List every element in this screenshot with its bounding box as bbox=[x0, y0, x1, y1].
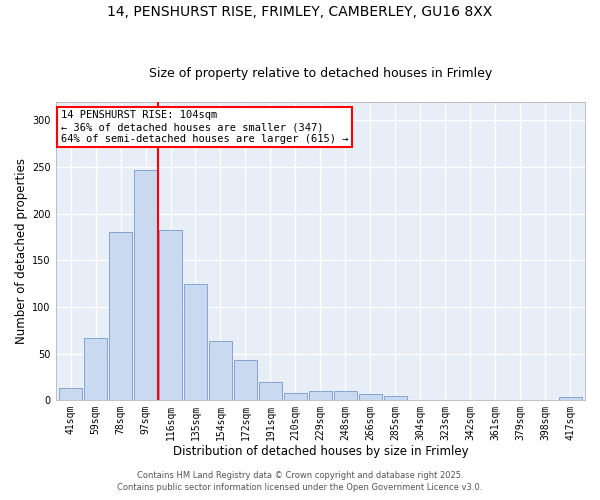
Text: 14, PENSHURST RISE, FRIMLEY, CAMBERLEY, GU16 8XX: 14, PENSHURST RISE, FRIMLEY, CAMBERLEY, … bbox=[107, 5, 493, 19]
Bar bbox=[109, 232, 132, 400]
Bar bbox=[559, 398, 581, 400]
X-axis label: Distribution of detached houses by size in Frimley: Distribution of detached houses by size … bbox=[173, 444, 468, 458]
Bar bbox=[184, 284, 207, 400]
Bar bbox=[134, 170, 157, 400]
Text: 14 PENSHURST RISE: 104sqm
← 36% of detached houses are smaller (347)
64% of semi: 14 PENSHURST RISE: 104sqm ← 36% of detac… bbox=[61, 110, 349, 144]
Bar bbox=[59, 388, 82, 400]
Y-axis label: Number of detached properties: Number of detached properties bbox=[15, 158, 28, 344]
Bar bbox=[359, 394, 382, 400]
Bar bbox=[84, 338, 107, 400]
Bar bbox=[259, 382, 282, 400]
Text: Contains HM Land Registry data © Crown copyright and database right 2025.
Contai: Contains HM Land Registry data © Crown c… bbox=[118, 471, 482, 492]
Bar bbox=[209, 342, 232, 400]
Bar bbox=[234, 360, 257, 400]
Bar bbox=[384, 396, 407, 400]
Bar bbox=[334, 391, 357, 400]
Title: Size of property relative to detached houses in Frimley: Size of property relative to detached ho… bbox=[149, 66, 492, 80]
Bar bbox=[309, 391, 332, 400]
Bar bbox=[159, 230, 182, 400]
Bar bbox=[284, 393, 307, 400]
